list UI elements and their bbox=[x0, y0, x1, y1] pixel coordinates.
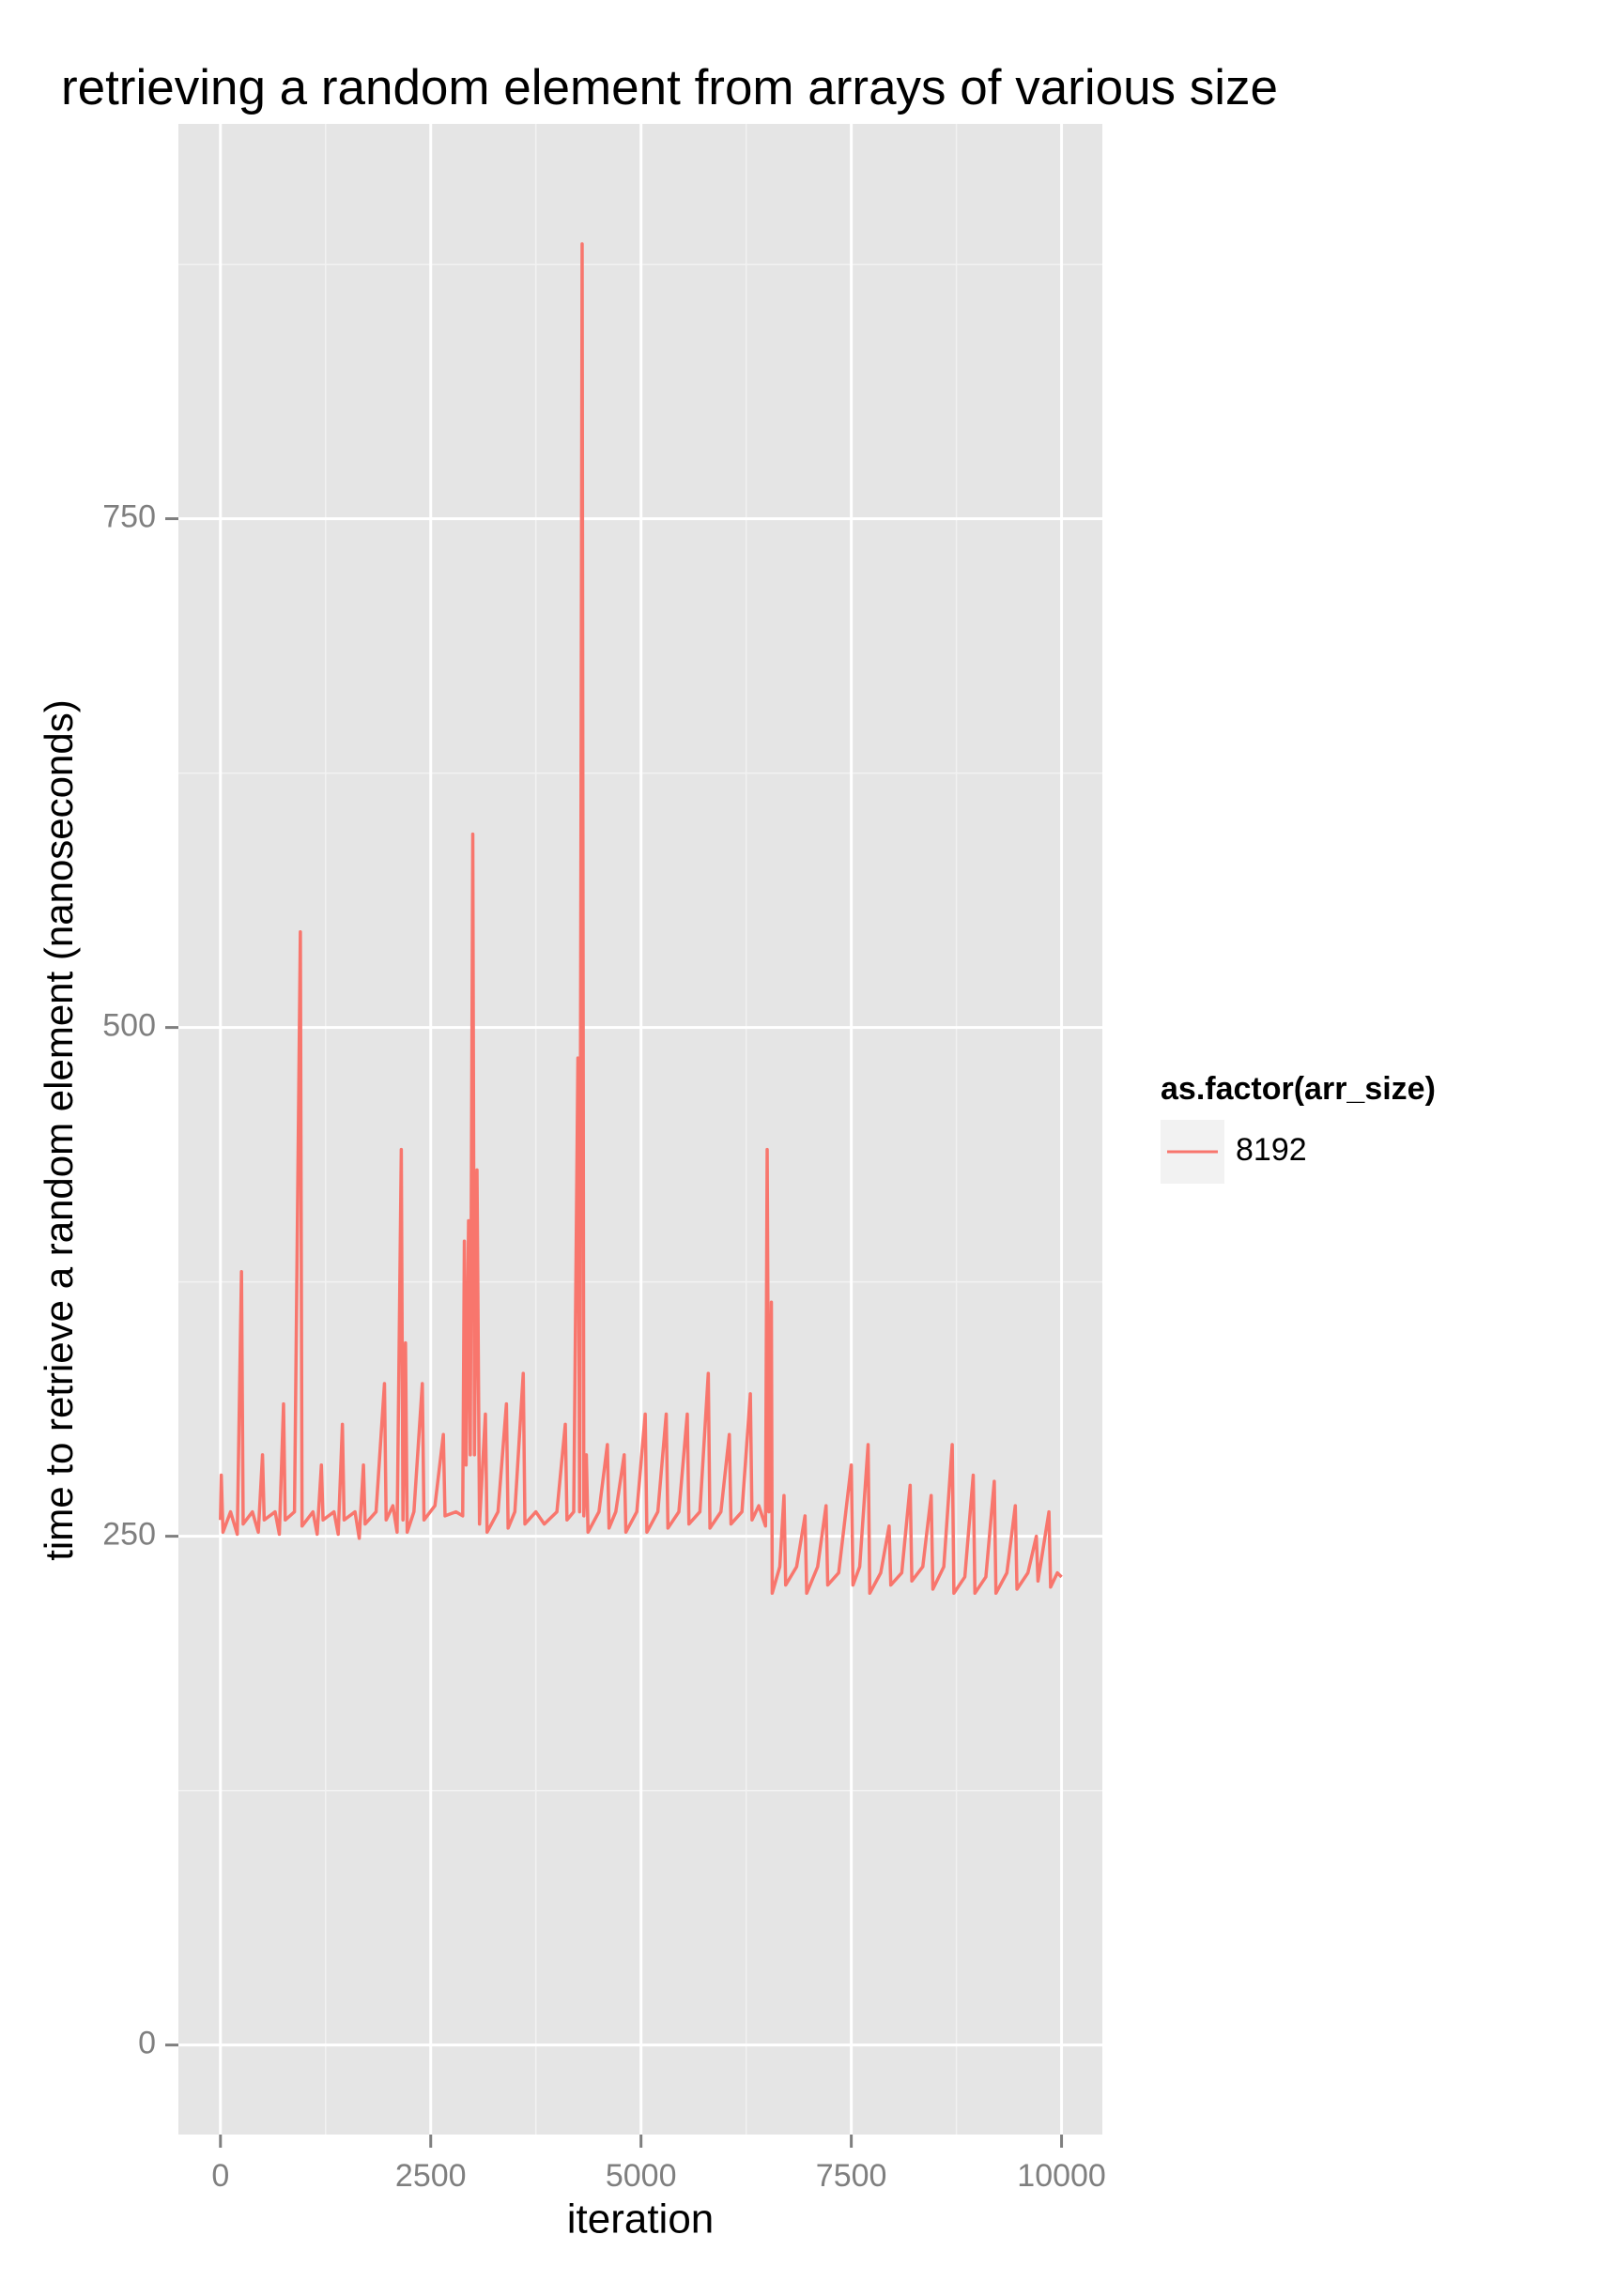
y-tick-label: 750 bbox=[102, 499, 156, 535]
x-tick-label: 0 bbox=[211, 2158, 229, 2194]
x-tick-label: 10000 bbox=[1017, 2158, 1106, 2194]
x-tick-label: 2500 bbox=[395, 2158, 467, 2194]
y-tick-label: 250 bbox=[102, 1517, 156, 1553]
chart-title: retrieving a random element from arrays … bbox=[61, 60, 1278, 115]
x-tick-label: 5000 bbox=[606, 2158, 677, 2194]
x-tick-label: 7500 bbox=[816, 2158, 887, 2194]
x-axis-title: iteration bbox=[567, 2197, 715, 2242]
y-tick-label: 500 bbox=[102, 1008, 156, 1044]
legend-label: 8192 bbox=[1236, 1132, 1307, 1168]
legend-title: as.factor(arr_size) bbox=[1161, 1071, 1436, 1107]
y-tick-label: 0 bbox=[138, 2026, 156, 2061]
marks bbox=[219, 242, 1063, 1596]
y-axis-title: time to retrieve a random element (nanos… bbox=[37, 699, 81, 1560]
grid bbox=[178, 124, 1102, 2135]
data-line bbox=[219, 242, 1063, 1596]
